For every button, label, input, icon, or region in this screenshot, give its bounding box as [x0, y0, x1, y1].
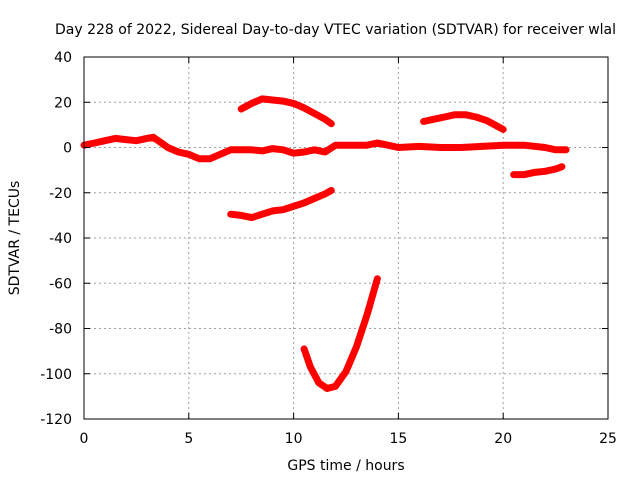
x-tick-label: 5	[184, 431, 193, 447]
series-arc-1	[80, 133, 570, 163]
x-tick-label: 10	[285, 431, 303, 447]
y-tick-label: -40	[49, 231, 72, 247]
y-tick-label: 40	[54, 50, 72, 66]
y-tick-label: -60	[49, 276, 72, 292]
series-arc-6	[510, 163, 566, 179]
y-axis-label: SDTVAR / TECUs	[7, 181, 23, 296]
axis-ticks: 0 5 10 15 20 25 -120 -100 -80 -60 -40 -20 0 20 40	[40, 50, 617, 447]
series-arc-3	[227, 187, 335, 222]
y-tick-label: -80	[49, 322, 72, 338]
x-tick-label: 25	[599, 431, 617, 447]
chart-title: Day 228 of 2022, Sidereal Day-to-day VTE…	[55, 22, 616, 38]
series-arc-4	[300, 275, 381, 392]
x-axis-label: GPS time / hours	[287, 458, 404, 474]
x-tick-label: 0	[80, 431, 89, 447]
x-tick-label: 20	[494, 431, 512, 447]
y-tick-label: 20	[54, 95, 72, 111]
series-arc-2	[237, 95, 335, 128]
series-arc-5	[420, 111, 507, 133]
y-tick-label: -20	[49, 186, 72, 202]
y-tick-label: 0	[63, 141, 72, 157]
y-tick-label: -120	[40, 412, 72, 428]
x-tick-label: 15	[389, 431, 407, 447]
y-tick-label: -100	[40, 367, 72, 383]
series-group	[80, 95, 570, 392]
